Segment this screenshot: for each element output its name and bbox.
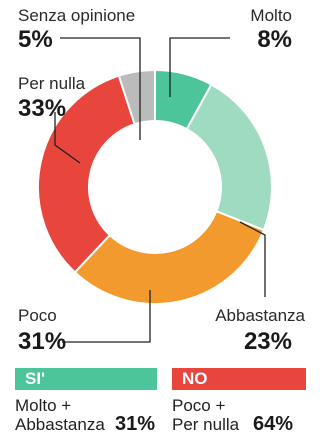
value-poco: 31%: [18, 328, 67, 355]
donut-slice-senza-opinione: [117, 68, 156, 126]
no-bar: NO: [172, 368, 306, 390]
value-per-nulla: 33%: [18, 95, 67, 122]
leader-per-nulla: [54, 112, 81, 164]
no-label-line1: Poco +: [172, 396, 226, 415]
label-poco: Poco: [18, 306, 57, 325]
yes-summary-value: 31%: [115, 413, 156, 435]
no-summary-value: 64%: [253, 413, 294, 435]
donut-slice-per-nulla: [37, 74, 136, 274]
yes-bar: SI': [15, 368, 157, 390]
label-molto: Molto: [250, 6, 292, 25]
yes-label-line1: Molto +: [15, 396, 72, 415]
no-label-line2: Per nulla: [172, 415, 240, 434]
leader-senza-opinione: [60, 37, 141, 140]
label-per-nulla: Per nulla: [18, 74, 86, 93]
label-abbastanza: Abbastanza: [215, 306, 305, 325]
leader-abbastanza: [239, 221, 266, 297]
yes-summary-label: Molto + Abbastanza: [15, 396, 105, 434]
no-summary-label: Poco + Per nulla: [172, 396, 239, 434]
donut-slice-abbastanza: [185, 83, 273, 232]
value-senza-opinione: 5%: [18, 26, 53, 53]
leader-poco: [62, 290, 151, 343]
yes-label-line2: Abbastanza: [15, 415, 105, 434]
value-abbastanza: 23%: [243, 328, 292, 355]
leader-molto: [169, 37, 230, 97]
donut-slice-poco: [73, 209, 266, 305]
label-senza-opinione: Senza opinione: [18, 6, 136, 25]
value-molto: 8%: [257, 26, 292, 53]
